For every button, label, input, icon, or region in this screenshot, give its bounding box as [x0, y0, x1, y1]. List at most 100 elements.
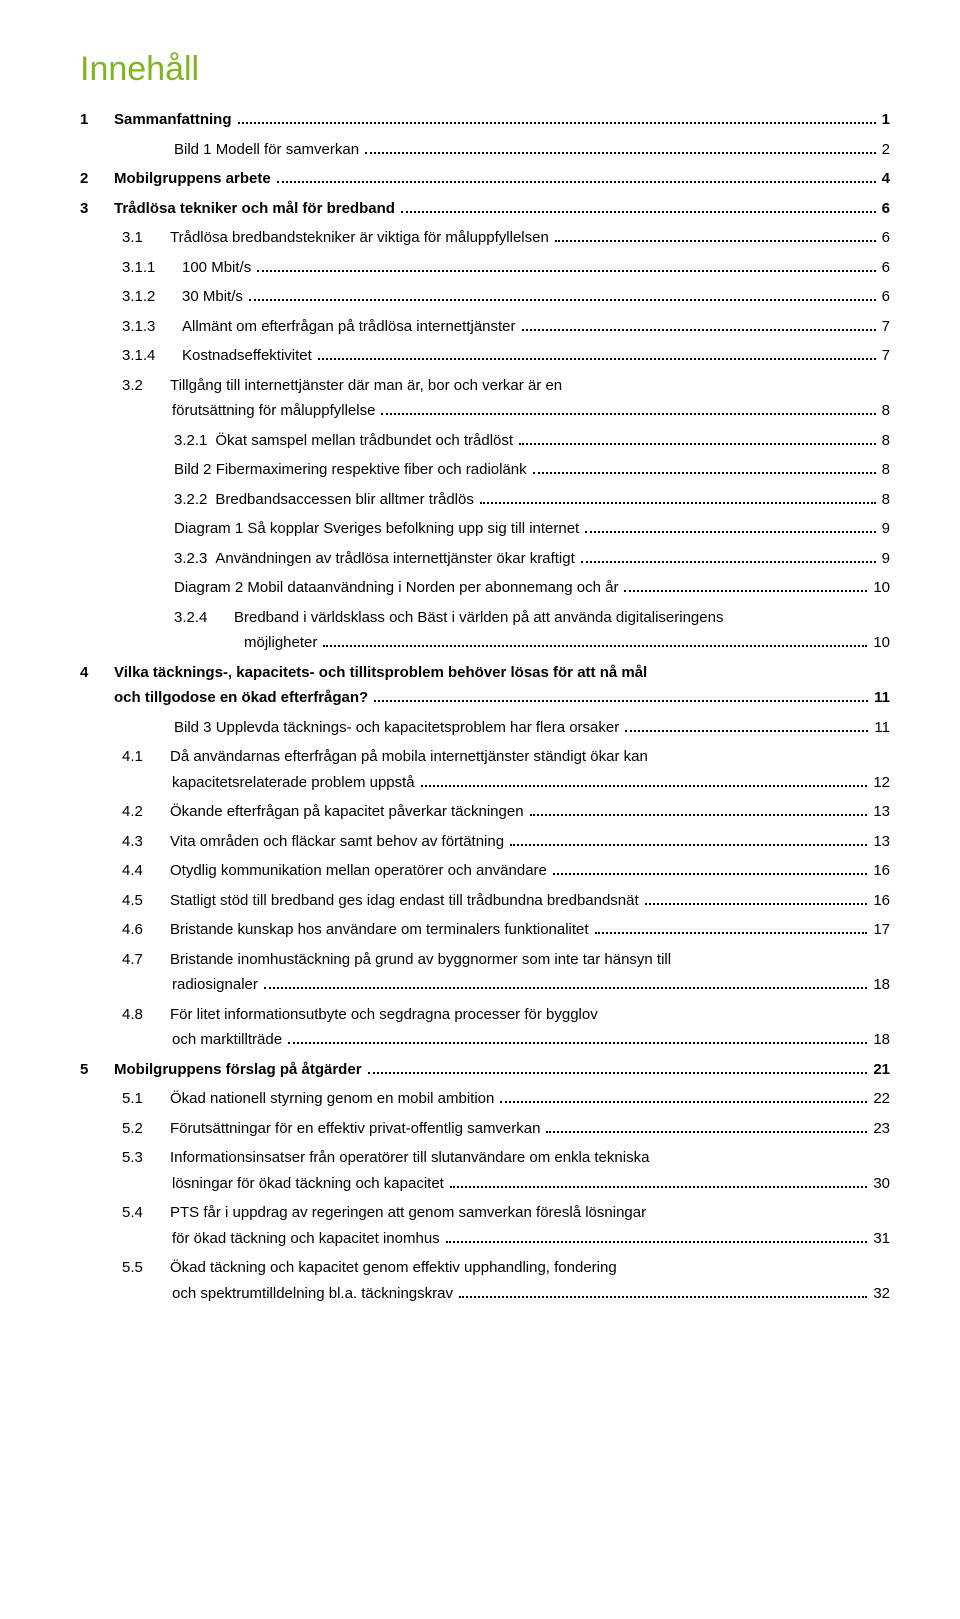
toc-entry-text-cont: och tillgodose en ökad efterfrågan? [114, 685, 368, 711]
toc-entry-number: 3.2.3 [174, 546, 207, 572]
toc-leader [365, 140, 876, 154]
toc-entry[interactable]: Diagram 2 Mobil dataanvändning i Norden … [80, 575, 890, 601]
toc-entry[interactable]: 3.2 Tillgång till internettjänster där ma… [80, 373, 890, 424]
toc-entry-text-cont: och spektrumtilldelning bl.a. täckningsk… [172, 1281, 453, 1307]
toc-entry[interactable]: 4.4Otydlig kommunikation mellan operatör… [80, 858, 890, 884]
toc-leader [323, 633, 867, 647]
toc-entry[interactable]: Bild 3 Upplevda täcknings- och kapacitet… [80, 715, 890, 741]
toc-entry-text: Ökad nationell styrning genom en mobil a… [170, 1086, 494, 1112]
toc-entry-number: 5 [80, 1057, 106, 1083]
toc-entry-number: 4.1 [122, 744, 162, 770]
toc-entry-page: 18 [873, 1027, 890, 1053]
toc-entry-page: 10 [873, 575, 890, 601]
toc-leader [519, 431, 876, 445]
toc-entry-number: 3.1.1 [122, 255, 174, 281]
toc-entry[interactable]: 5.1Ökad nationell styrning genom en mobi… [80, 1086, 890, 1112]
toc-entry-text: 30 Mbit/s [182, 284, 243, 310]
toc-entry[interactable]: 3Trådlösa tekniker och mål för bredband6 [80, 196, 890, 222]
toc-entry-text: 100 Mbit/s [182, 255, 251, 281]
toc-entry-number: 3.2 [122, 373, 162, 399]
toc-entry-text: Tillgång till internettjänster där man ä… [170, 373, 890, 399]
toc-entry-page: 2 [882, 137, 890, 163]
toc-entry-page: 6 [882, 225, 890, 251]
toc-entry-page: 9 [882, 516, 890, 542]
toc-entry[interactable]: 2Mobilgruppens arbete4 [80, 166, 890, 192]
toc-entry[interactable]: 3.2.1Ökat samspel mellan trådbundet och … [80, 428, 890, 454]
toc-entry[interactable]: 4Vilka täcknings-, kapacitets- och tilli… [80, 660, 890, 711]
toc-entry-text-cont: för ökad täckning och kapacitet inomhus [172, 1226, 440, 1252]
toc-entry-page: 7 [882, 314, 890, 340]
toc-entry-number: 4.4 [122, 858, 162, 884]
toc-entry[interactable]: 3.2.3Användningen av trådlösa internettj… [80, 546, 890, 572]
toc-entry-text-cont: förutsättning för måluppfyllelse [172, 398, 375, 424]
toc-entry-text: Förutsättningar för en effektiv privat-o… [170, 1116, 540, 1142]
toc-entry[interactable]: 3.1.3 Allmänt om efterfrågan på trådlösa … [80, 314, 890, 340]
table-of-contents: 1Sammanfattning1 Bild 1 Modell för samver… [80, 107, 890, 1306]
toc-leader [288, 1030, 867, 1044]
toc-entry[interactable]: Bild 1 Modell för samverkan2 [80, 137, 890, 163]
toc-entry-page: 6 [882, 284, 890, 310]
toc-entry[interactable]: 4.8För litet informationsutbyte och segd… [80, 1002, 890, 1053]
toc-entry-number: 2 [80, 166, 106, 192]
toc-entry[interactable]: 4.1 Då användarnas efterfrågan på mobila … [80, 744, 890, 795]
toc-entry-page: 21 [873, 1057, 890, 1083]
toc-entry-text: Bredband i världsklass och Bäst i världe… [234, 605, 890, 631]
toc-entry[interactable]: Diagram 1 Så kopplar Sveriges befolkning… [80, 516, 890, 542]
toc-entry[interactable]: 1Sammanfattning1 [80, 107, 890, 133]
toc-entry[interactable]: 4.2Ökande efterfrågan på kapacitet påver… [80, 799, 890, 825]
toc-leader [533, 460, 876, 474]
toc-entry[interactable]: 5.2Förutsättningar för en effektiv priva… [80, 1116, 890, 1142]
toc-entry-text: Mobilgruppens förslag på åtgärder [114, 1057, 362, 1083]
toc-entry[interactable]: 5.5Ökad täckning och kapacitet genom eff… [80, 1255, 890, 1306]
toc-entry[interactable]: 3.2.4Bredband i världsklass och Bäst i v… [80, 605, 890, 656]
toc-entry[interactable]: 4.5Statligt stöd till bredband ges idag … [80, 888, 890, 914]
toc-entry[interactable]: 5.3Informationsinsatser från operatörer … [80, 1145, 890, 1196]
toc-entry[interactable]: Bild 2 Fibermaximering respektive fiber … [80, 457, 890, 483]
toc-leader [401, 199, 876, 213]
toc-leader [585, 519, 875, 533]
toc-entry-number: 3.2.2 [174, 487, 207, 513]
toc-leader [625, 718, 868, 732]
toc-entry[interactable]: 5.4PTS får i uppdrag av regeringen att g… [80, 1200, 890, 1251]
toc-entry-text: Då användarnas efterfrågan på mobila int… [170, 744, 890, 770]
toc-entry-text: Statligt stöd till bredband ges idag end… [170, 888, 639, 914]
toc-entry-page: 11 [874, 685, 890, 711]
toc-entry[interactable]: 3.2.2Bredbandsaccessen blir alltmer tråd… [80, 487, 890, 513]
toc-entry-text: Diagram 1 Så kopplar Sveriges befolkning… [174, 516, 579, 542]
toc-entry[interactable]: 5 Mobilgruppens förslag på åtgärder 21 [80, 1057, 890, 1083]
toc-entry-number: 5.4 [122, 1200, 162, 1226]
toc-leader [421, 773, 868, 787]
toc-entry-page: 13 [873, 829, 890, 855]
toc-leader [277, 169, 876, 183]
toc-leader [446, 1229, 868, 1243]
toc-leader [238, 110, 876, 124]
toc-entry[interactable]: 4.3Vita områden och fläckar samt behov a… [80, 829, 890, 855]
toc-leader [645, 891, 868, 905]
toc-entry-number: 4.8 [122, 1002, 162, 1028]
toc-entry[interactable]: 4.7Bristande inomhustäckning på grund av… [80, 947, 890, 998]
toc-entry[interactable]: 3.1.4Kostnadseffektivitet7 [80, 343, 890, 369]
toc-entry[interactable]: 3.1Trådlösa bredbandstekniker är viktiga… [80, 225, 890, 251]
toc-leader [249, 287, 876, 301]
toc-leader [450, 1174, 867, 1188]
toc-entry-page: 6 [882, 196, 890, 222]
toc-entry-text: Bild 2 Fibermaximering respektive fiber … [174, 457, 527, 483]
toc-entry-text: Bristande kunskap hos användare om termi… [170, 917, 589, 943]
toc-entry[interactable]: 4.6Bristande kunskap hos användare om te… [80, 917, 890, 943]
toc-entry-text: Bristande inomhustäckning på grund av by… [170, 947, 890, 973]
toc-entry[interactable]: 3.1.230 Mbit/s6 [80, 284, 890, 310]
toc-entry-number: 4.3 [122, 829, 162, 855]
toc-entry-text: Allmänt om efterfrågan på trådlösa inter… [182, 314, 516, 340]
toc-entry-number: 3.1.3 [122, 314, 174, 340]
toc-entry-page: 7 [882, 343, 890, 369]
toc-entry-text: Bild 3 Upplevda täcknings- och kapacitet… [174, 715, 619, 741]
toc-leader [553, 861, 867, 875]
toc-leader [595, 920, 868, 934]
toc-entry-page: 23 [873, 1116, 890, 1142]
toc-entry-text: Ökat samspel mellan trådbundet och trådl… [215, 428, 513, 454]
toc-entry-page: 31 [873, 1226, 890, 1252]
toc-entry-text-cont: lösningar för ökad täckning och kapacite… [172, 1171, 444, 1197]
toc-entry-number: 1 [80, 107, 106, 133]
toc-entry-page: 9 [882, 546, 890, 572]
toc-entry[interactable]: 3.1.1100 Mbit/s6 [80, 255, 890, 281]
